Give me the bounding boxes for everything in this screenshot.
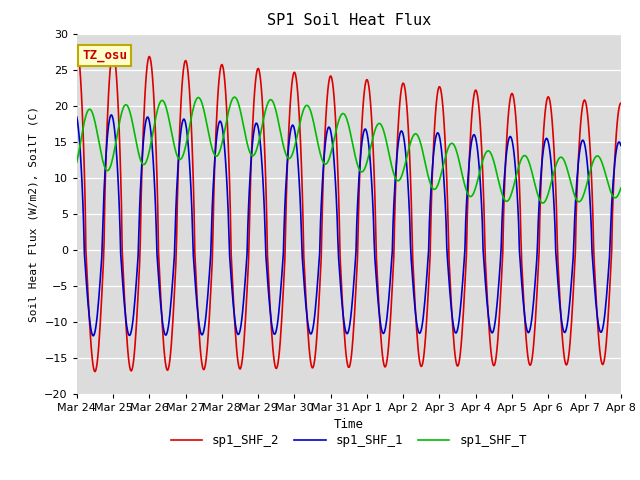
sp1_SHF_T xyxy=(194,95,202,100)
sp1_SHF_1 xyxy=(108,112,115,118)
Line: sp1_SHF_T: sp1_SHF_T xyxy=(77,97,621,203)
Title: SP1 Soil Heat Flux: SP1 Soil Heat Flux xyxy=(267,13,431,28)
sp1_SHF_1 xyxy=(417,330,424,336)
sp1_SHF_2 xyxy=(140,125,147,131)
sp1_SHF_1 xyxy=(140,131,148,136)
sp1_SHF_T xyxy=(230,94,238,100)
sp1_SHF_1 xyxy=(196,324,204,329)
sp1_SHF_1 xyxy=(83,283,90,288)
sp1_SHF_2 xyxy=(416,358,424,364)
sp1_SHF_2 xyxy=(83,263,90,269)
sp1_SHF_2 xyxy=(617,100,625,106)
sp1_SHF_T xyxy=(416,137,424,143)
sp1_SHF_2 xyxy=(91,369,99,374)
sp1_SHF_2 xyxy=(431,111,439,117)
X-axis label: Time: Time xyxy=(334,418,364,431)
sp1_SHF_1 xyxy=(90,333,97,338)
Legend: sp1_SHF_2, sp1_SHF_1, sp1_SHF_T: sp1_SHF_2, sp1_SHF_1, sp1_SHF_T xyxy=(166,429,532,452)
sp1_SHF_T xyxy=(73,159,81,165)
sp1_SHF_1 xyxy=(224,207,232,213)
sp1_SHF_T xyxy=(617,185,625,191)
Line: sp1_SHF_1: sp1_SHF_1 xyxy=(77,115,621,336)
sp1_SHF_T xyxy=(223,118,230,123)
sp1_SHF_T xyxy=(431,186,439,192)
sp1_SHF_2 xyxy=(73,45,81,51)
sp1_SHF_2 xyxy=(195,323,202,328)
Line: sp1_SHF_2: sp1_SHF_2 xyxy=(77,48,621,372)
sp1_SHF_T xyxy=(139,161,147,167)
sp1_SHF_T xyxy=(83,110,90,116)
sp1_SHF_1 xyxy=(73,114,81,120)
sp1_SHF_2 xyxy=(223,121,231,127)
Y-axis label: Soil Heat Flux (W/m2), SoilT (C): Soil Heat Flux (W/m2), SoilT (C) xyxy=(29,106,38,322)
sp1_SHF_T xyxy=(539,200,547,206)
sp1_SHF_1 xyxy=(617,143,625,148)
sp1_SHF_1 xyxy=(433,133,440,139)
Text: TZ_osu: TZ_osu xyxy=(82,49,127,62)
